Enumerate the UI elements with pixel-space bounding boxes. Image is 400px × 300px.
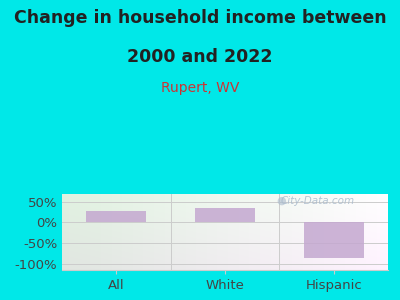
Text: Change in household income between: Change in household income between [14,9,386,27]
Bar [195,208,255,222]
Text: Rupert, WV: Rupert, WV [161,81,239,95]
Text: City-Data.com: City-Data.com [280,196,354,206]
Bar [86,211,146,222]
Text: ●: ● [277,196,286,206]
Text: 2000 and 2022: 2000 and 2022 [127,48,273,66]
Bar [304,222,364,258]
